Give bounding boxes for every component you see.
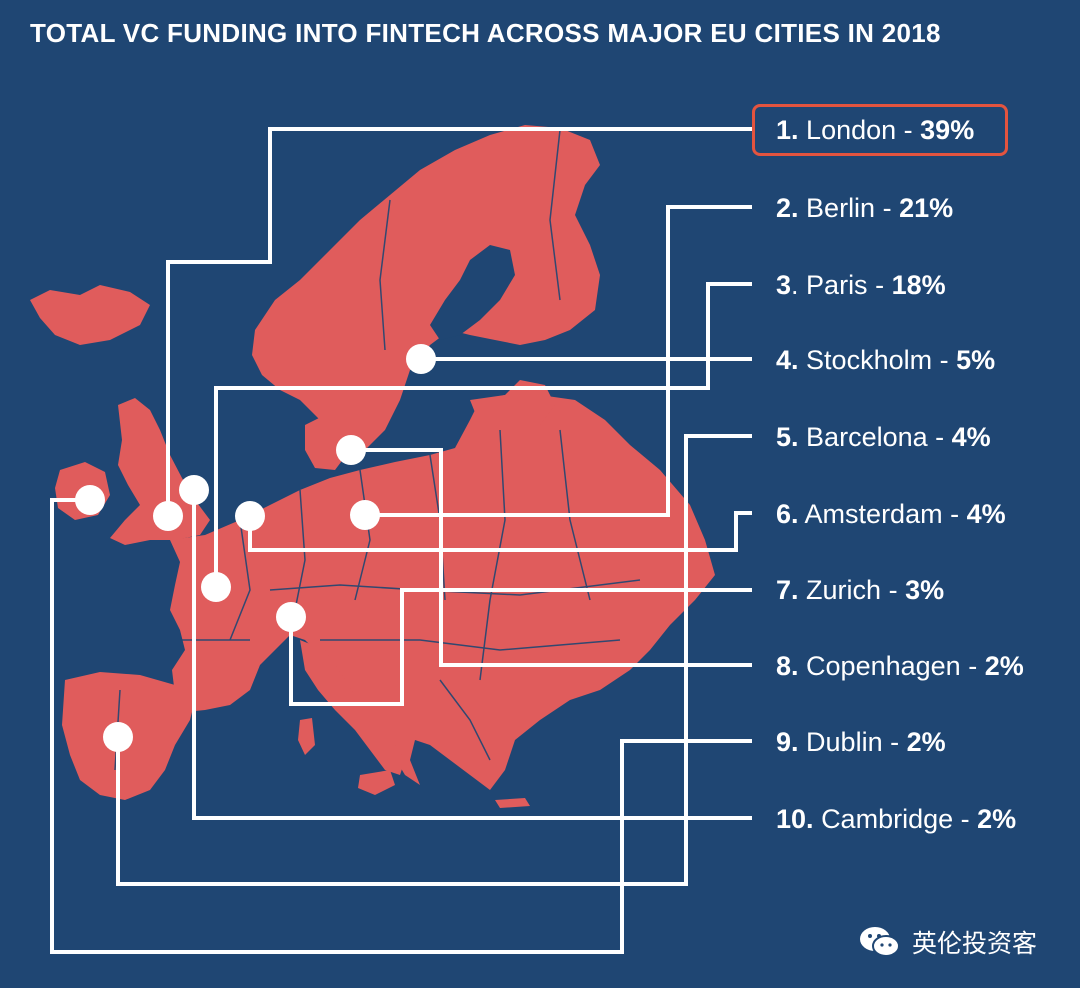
city-pct: 3% [905, 575, 945, 605]
city-label-copenhagen: 8. Copenhagen - 2% [776, 651, 1024, 681]
wechat-icon [860, 927, 900, 957]
connector-london [166, 127, 752, 516]
marker-cambridge [179, 475, 209, 505]
city-rank: 8. [776, 651, 799, 681]
sardinia-shape [298, 718, 315, 755]
city-rank: 10. [776, 804, 814, 834]
city-name: London [806, 115, 897, 145]
marker-zurich [276, 602, 306, 632]
connector-cambridge [192, 490, 752, 820]
city-label-paris: 3. Paris - 18% [776, 270, 946, 300]
city-name: Zurich [806, 575, 882, 605]
great-britain-shape [110, 398, 210, 545]
city-name: Dublin [806, 727, 883, 757]
connector-amsterdam [248, 511, 752, 552]
marker-dublin [75, 485, 105, 515]
crete-shape [495, 798, 530, 808]
city-label-london: 1. London - 39% [776, 115, 975, 145]
connector-dublin [50, 498, 752, 954]
marker-barcelona [103, 722, 133, 752]
marker-paris [201, 572, 231, 602]
city-name: Copenhagen [806, 651, 961, 681]
city-markers [75, 344, 436, 752]
city-name: Barcelona [806, 422, 928, 452]
connector-copenhagen [351, 448, 752, 667]
city-pct: 5% [956, 345, 996, 375]
city-name: Berlin [806, 193, 876, 223]
connector-zurich [289, 588, 752, 706]
marker-stockholm [406, 344, 436, 374]
city-label-barcelona: 5. Barcelona - 4% [776, 422, 991, 452]
marker-berlin [350, 500, 380, 530]
iceland-shape [30, 285, 150, 345]
city-pct: 2% [977, 804, 1017, 834]
city-label-amsterdam: 6. Amsterdam - 4% [776, 499, 1006, 529]
city-rank: 4. [776, 345, 799, 375]
watermark-text: 英伦投资客 [912, 929, 1038, 958]
italy-shape [300, 640, 405, 775]
marker-london [153, 501, 183, 531]
city-pct: 39% [920, 115, 975, 145]
city-rank: 2. [776, 193, 799, 223]
city-rank: 7. [776, 575, 799, 605]
city-pct: 2% [906, 727, 946, 757]
city-label-zurich: 7. Zurich - 3% [776, 575, 945, 605]
watermark: 英伦投资客 [858, 922, 1037, 962]
city-rank: 6. [776, 499, 799, 529]
marker-amsterdam [235, 501, 265, 531]
city-pct: 4% [966, 499, 1006, 529]
country-borders [114, 129, 641, 771]
city-label-berlin: 2. Berlin - 21% [776, 193, 954, 223]
baltic-shape [470, 380, 555, 430]
connector-paris [214, 282, 752, 587]
city-label-cambridge: 10. Cambridge - 2% [776, 804, 1017, 834]
city-rank: 3 [776, 270, 792, 300]
city-label-dublin: 9. Dublin - 2% [776, 727, 946, 757]
map-title: TOTAL VC FUNDING INTO FINTECH ACROSS MAJ… [30, 18, 941, 48]
city-name: Amsterdam [804, 499, 943, 529]
connector-barcelona [116, 434, 752, 886]
city-name: Paris [806, 270, 868, 300]
highlight-box-london [752, 104, 1008, 156]
connector-lines [50, 127, 752, 954]
scandinavia-shape [252, 125, 600, 450]
city-name: Stockholm [806, 345, 933, 375]
city-rank: 5. [776, 422, 799, 452]
city-label-stockholm: 4. Stockholm - 5% [776, 345, 996, 375]
city-name: Cambridge [821, 804, 954, 834]
city-rank: 1. [776, 115, 799, 145]
city-pct: 2% [984, 651, 1024, 681]
sicily-shape [358, 770, 395, 795]
city-pct: 4% [951, 422, 991, 452]
city-pct: 21% [899, 193, 954, 223]
city-rank: 9. [776, 727, 799, 757]
marker-copenhagen [336, 435, 366, 465]
gulf-of-bothnia [430, 245, 515, 340]
city-pct: 18% [891, 270, 946, 300]
